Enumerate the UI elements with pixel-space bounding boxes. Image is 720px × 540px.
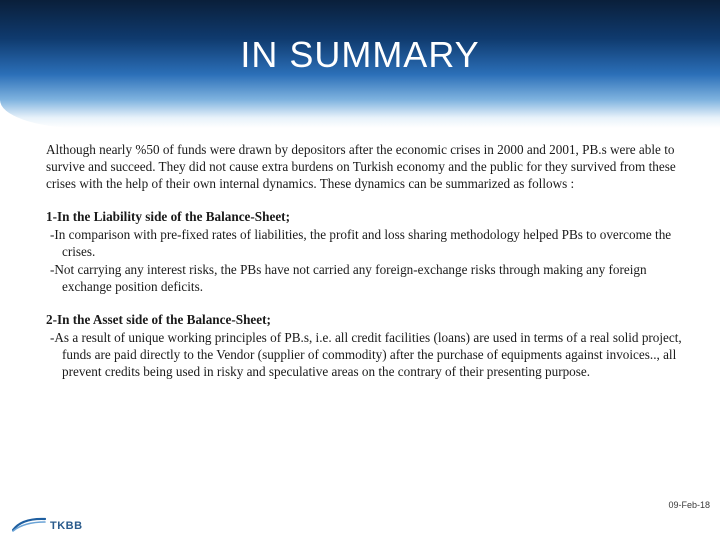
slide-title: IN SUMMARY bbox=[0, 34, 720, 76]
slide: IN SUMMARY Although nearly %50 of funds … bbox=[0, 0, 720, 540]
section-gap bbox=[46, 298, 684, 312]
intro-paragraph: Although nearly %50 of funds were drawn … bbox=[46, 142, 684, 193]
slide-body: Although nearly %50 of funds were drawn … bbox=[46, 142, 684, 492]
date-stamp: 09-Feb-18 bbox=[668, 500, 710, 510]
section-2-bullet-1: -As a result of unique working principle… bbox=[46, 330, 684, 381]
section-2: 2-In the Asset side of the Balance-Sheet… bbox=[46, 312, 684, 381]
section-1-bullet-1: -In comparison with pre-fixed rates of l… bbox=[46, 227, 684, 261]
section-1-head: 1-In the Liability side of the Balance-S… bbox=[46, 209, 684, 225]
logo: TKBB bbox=[12, 516, 83, 532]
logo-text: TKBB bbox=[50, 520, 83, 532]
section-1-bullet-2: -Not carrying any interest risks, the PB… bbox=[46, 262, 684, 296]
section-2-head: 2-In the Asset side of the Balance-Sheet… bbox=[46, 312, 684, 328]
logo-swoosh-icon bbox=[12, 516, 46, 532]
section-1: 1-In the Liability side of the Balance-S… bbox=[46, 209, 684, 297]
